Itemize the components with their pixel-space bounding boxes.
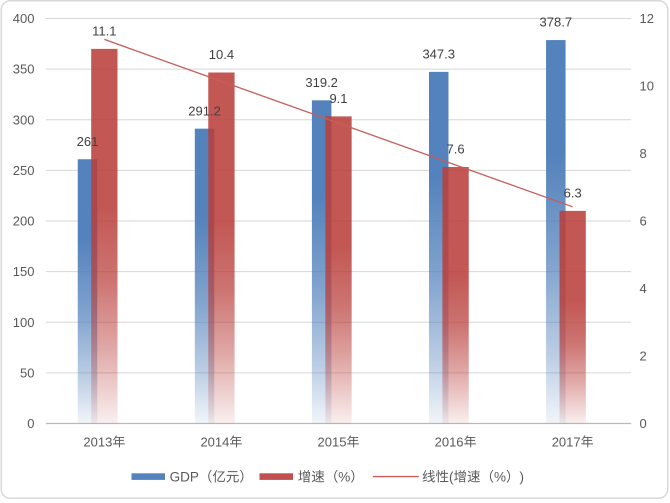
svg-text:10: 10 <box>640 79 654 94</box>
svg-text:300: 300 <box>13 112 35 127</box>
svg-text:2013: 2013 <box>83 434 112 449</box>
svg-text:): ) <box>520 469 525 484</box>
svg-text:11.1: 11.1 <box>92 23 116 38</box>
svg-text:319.2: 319.2 <box>305 75 338 90</box>
svg-text:400: 400 <box>13 11 35 26</box>
svg-text:6: 6 <box>640 214 647 229</box>
svg-text:2: 2 <box>640 349 647 364</box>
svg-text:100: 100 <box>13 315 35 330</box>
svg-text:(: ( <box>449 469 454 484</box>
svg-text:0: 0 <box>640 416 647 431</box>
svg-text:2014: 2014 <box>200 434 229 449</box>
svg-text:150: 150 <box>13 264 35 279</box>
svg-text:250: 250 <box>13 163 35 178</box>
svg-text:%: % <box>494 469 506 484</box>
svg-text:8: 8 <box>640 146 647 161</box>
svg-text:291.2: 291.2 <box>188 103 221 118</box>
svg-text:347.3: 347.3 <box>422 46 455 61</box>
svg-text:2015: 2015 <box>318 434 347 449</box>
svg-text:50: 50 <box>20 365 34 380</box>
svg-text:350: 350 <box>13 62 35 77</box>
svg-text:0: 0 <box>27 416 34 431</box>
svg-text:10.4: 10.4 <box>209 47 234 62</box>
svg-text:6.3: 6.3 <box>564 185 582 200</box>
svg-text:9.1: 9.1 <box>329 91 347 106</box>
svg-text:7.6: 7.6 <box>447 142 465 157</box>
svg-text:378.7: 378.7 <box>540 15 573 30</box>
svg-text:261: 261 <box>77 134 99 149</box>
svg-text:%: % <box>338 469 350 484</box>
svg-text:GDP: GDP <box>170 469 199 484</box>
svg-text:2016: 2016 <box>435 434 464 449</box>
svg-text:2017: 2017 <box>552 434 581 449</box>
svg-text:200: 200 <box>13 214 35 229</box>
svg-text:12: 12 <box>640 11 654 26</box>
svg-text:4: 4 <box>640 281 647 296</box>
